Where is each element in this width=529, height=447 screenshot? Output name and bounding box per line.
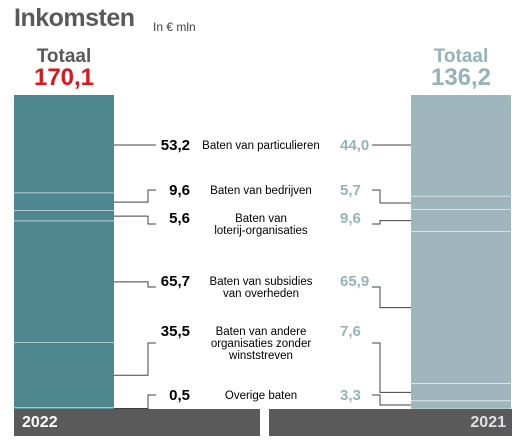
category-label-4-2: winststreven [228, 350, 293, 362]
total-label-2022: Totaal [36, 46, 92, 67]
bar-segment-2022-5 [14, 408, 114, 409]
total-value-2021: 136,2 [430, 64, 492, 91]
category-label-4-0: Baten van andere [216, 326, 307, 338]
bar-segment-2021-5 [411, 401, 511, 409]
bar-segment-2022-4 [14, 342, 114, 409]
bar-segment-2021-0 [411, 95, 511, 197]
bar-segment-2022-2 [14, 210, 114, 222]
unit-label: In € mln [153, 20, 196, 34]
value-label-2022-3: 65,7 [161, 273, 190, 290]
value-label-2021-4: 7,6 [340, 323, 361, 340]
value-label-2022-0: 53,2 [161, 137, 190, 154]
value-label-2021-2: 9,6 [340, 210, 361, 227]
page-title: Inkomsten [14, 4, 135, 32]
category-label-2-0: Baten van [235, 213, 287, 225]
connector-2021-1 [372, 189, 411, 204]
total-value-2022: 170,1 [33, 64, 95, 91]
category-label-3-0: Baten van subsidies [210, 276, 313, 288]
value-label-2022-1: 9,6 [169, 182, 190, 199]
bar-segment-2022-1 [14, 193, 114, 211]
year-bar-2022: 2022 [14, 409, 260, 436]
bar-segment-2022-0 [14, 95, 114, 194]
total-label-2021: Totaal [433, 46, 489, 67]
bar-segment-2022-3 [14, 221, 114, 343]
connector-2022-4 [114, 342, 156, 376]
connector-2021-5 [372, 394, 411, 406]
category-label-3-1: van overheden [223, 288, 299, 300]
category-label-4-1: organisaties zonder [211, 338, 312, 350]
connector-2021-3 [372, 286, 411, 309]
bar-segment-2021-2 [411, 209, 511, 232]
connector-2022-2 [114, 215, 156, 225]
connector-2021-2 [372, 220, 411, 225]
value-label-2021-1: 5,7 [340, 182, 361, 199]
bar-segment-2021-4 [411, 383, 511, 402]
value-label-2021-5: 3,3 [340, 387, 361, 404]
category-label-1-0: Baten van bedrijven [210, 185, 312, 197]
bar-segment-2021-1 [411, 196, 511, 210]
value-label-2022-2: 5,6 [169, 210, 190, 227]
connector-2022-5 [114, 394, 156, 410]
value-label-2021-3: 65,9 [340, 273, 369, 290]
value-label-2022-5: 0,5 [169, 387, 190, 404]
year-bar-2021: 2021 [269, 409, 512, 436]
connector-2021-4 [372, 342, 411, 393]
connector-2022-3 [114, 281, 156, 288]
category-label-5-0: Overige baten [225, 390, 297, 402]
value-label-2021-0: 44,0 [340, 137, 369, 154]
category-label-0-0: Baten van particulieren [202, 140, 320, 152]
category-label-2-1: loterij-organisaties [214, 225, 308, 237]
connector-2022-1 [114, 189, 156, 203]
value-label-2022-4: 35,5 [161, 323, 190, 340]
bar-segment-2021-3 [411, 231, 511, 384]
